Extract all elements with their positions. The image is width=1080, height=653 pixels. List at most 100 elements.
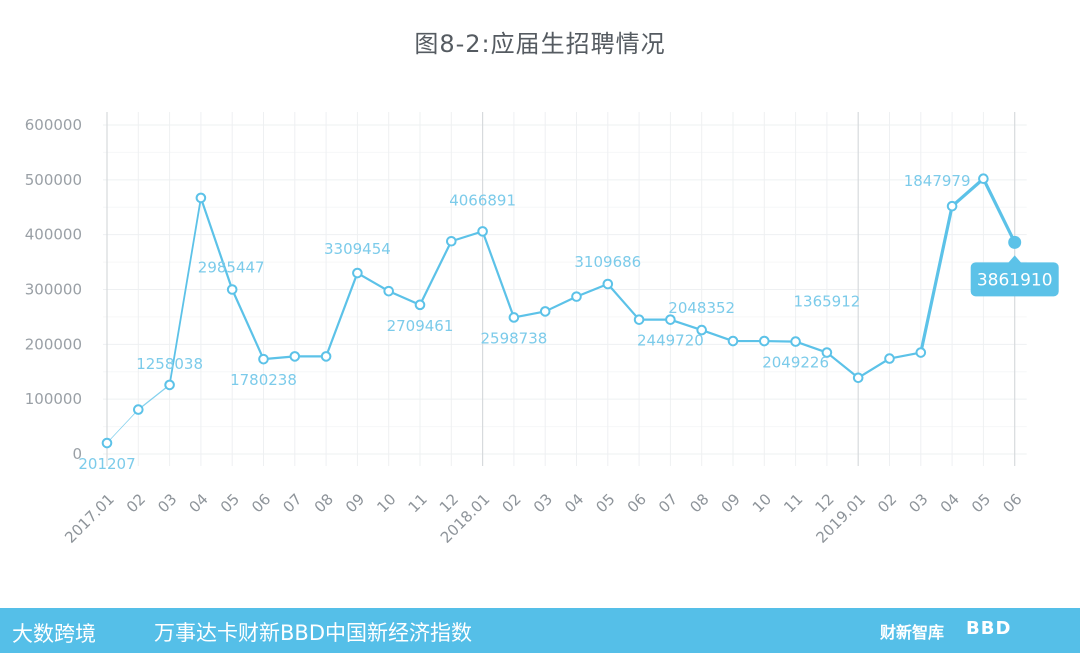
series-segment: [857, 357, 891, 379]
x-tick-label: 03: [905, 490, 931, 516]
x-tick-label: 08: [311, 490, 337, 516]
y-tick-label: 100000: [25, 390, 82, 408]
data-point: [226, 284, 238, 295]
series-segment: [387, 290, 422, 306]
data-label: 2598738: [480, 329, 547, 347]
x-tick-label: 02: [498, 490, 524, 516]
data-point: [696, 324, 708, 336]
label-layer: 201207 1258038 2985447 1780238 3309454 270946…: [78, 172, 1059, 473]
data-label: 3109686: [574, 253, 641, 271]
x-tick-label: 09: [342, 490, 368, 516]
series-segment: [825, 351, 860, 379]
line-chart: 0 100000 200000 300000 400000 500000 600000 201…: [25, 112, 1059, 547]
tooltip-box: [970, 262, 1059, 297]
y-tick-label: 400000: [25, 226, 82, 244]
series-segment: [481, 230, 516, 319]
data-label: 1847979: [904, 172, 971, 190]
data-point: [915, 347, 927, 358]
data-point: [383, 285, 395, 297]
series-segment: [231, 288, 265, 361]
x-tick-label: 06: [248, 490, 274, 516]
x-tick-label: 02: [123, 490, 149, 516]
data-point: [164, 379, 175, 391]
data-label: 1258038: [136, 355, 203, 373]
data-label: 1780238: [230, 371, 297, 389]
data-point: [508, 312, 520, 323]
data-point: [352, 267, 363, 279]
data-point: [727, 335, 739, 347]
x-tick-label: 11: [405, 490, 431, 516]
x-tick-label: 2017.01: [61, 490, 118, 547]
series-segment: [199, 196, 234, 291]
data-label: 3309454: [324, 240, 391, 258]
series-segment: [888, 351, 922, 360]
highlight-point: [1008, 235, 1022, 249]
y-tick-label: 300000: [25, 281, 82, 299]
series-segment: [981, 177, 1017, 244]
series-segment: [700, 328, 735, 343]
brand-right-logo: 财新智库: [880, 623, 945, 642]
x-tick-label: 04: [185, 490, 211, 516]
data-point: [665, 314, 676, 325]
index-name: 万事达卡财新BBD中国新经济指数: [154, 621, 472, 645]
data-label: 2048352: [668, 299, 735, 317]
x-tick-label: 11: [780, 490, 806, 516]
data-point: [946, 200, 958, 212]
x-tick-label: 07: [655, 490, 681, 516]
x-tick-label: 05: [592, 490, 618, 516]
data-point: [446, 235, 457, 247]
series-segment: [106, 409, 139, 444]
x-tick-label: 10: [373, 490, 399, 516]
data-point: [884, 353, 895, 364]
y-tick-label: 0: [72, 445, 82, 463]
data-point: [759, 335, 770, 347]
y-tick-label: 200000: [25, 335, 82, 353]
data-label: 201207: [78, 455, 135, 473]
tooltip-value: 3861910: [977, 270, 1053, 290]
x-tick-label: 08: [686, 490, 712, 516]
line-layer: [106, 177, 1017, 444]
x-tick-label: 06: [999, 490, 1025, 516]
series-segment: [919, 204, 954, 355]
data-label: 2709461: [387, 317, 454, 335]
data-point: [821, 347, 833, 358]
x-tick-label: 03: [530, 490, 556, 516]
data-point: [852, 372, 864, 384]
data-label: 2449720: [637, 332, 704, 350]
data-point: [320, 351, 332, 362]
series-segment: [418, 240, 453, 306]
data-label: 2985447: [198, 259, 265, 277]
x-tick-label: 03: [154, 490, 180, 516]
x-tick-label: 04: [937, 490, 963, 516]
series-segment: [168, 197, 202, 386]
data-point: [633, 314, 645, 325]
series-segment: [356, 271, 390, 293]
data-label: 1365912: [793, 293, 860, 311]
series-segment: [606, 282, 641, 321]
series-segment: [669, 318, 703, 332]
grid-layer: [103, 112, 1027, 466]
x-tick-label: 05: [217, 490, 243, 516]
x-tick-label: 06: [624, 490, 650, 516]
data-point: [790, 336, 801, 347]
data-point: [133, 404, 144, 415]
point-layer: [101, 173, 1022, 449]
series-segment: [544, 295, 578, 313]
brand-left-logo: 大数跨境: [12, 622, 96, 646]
series-segment: [950, 177, 986, 208]
data-point: [571, 291, 582, 302]
data-point: [414, 299, 426, 311]
tooltip-pointer: [1007, 255, 1022, 264]
chart-title: 图8-2:应届生招聘情况: [414, 30, 666, 58]
bbd-logo: BBD: [966, 618, 1012, 639]
series-segment: [450, 230, 484, 243]
series-segment: [512, 310, 547, 319]
x-tick-label: 10: [749, 490, 775, 516]
series-segment: [575, 282, 609, 298]
data-point: [289, 351, 301, 362]
x-tick-label: 02: [874, 490, 900, 516]
data-point: [101, 437, 113, 449]
series-segment: [325, 271, 359, 358]
x-tick-label: 07: [279, 490, 305, 516]
data-point: [195, 192, 207, 204]
